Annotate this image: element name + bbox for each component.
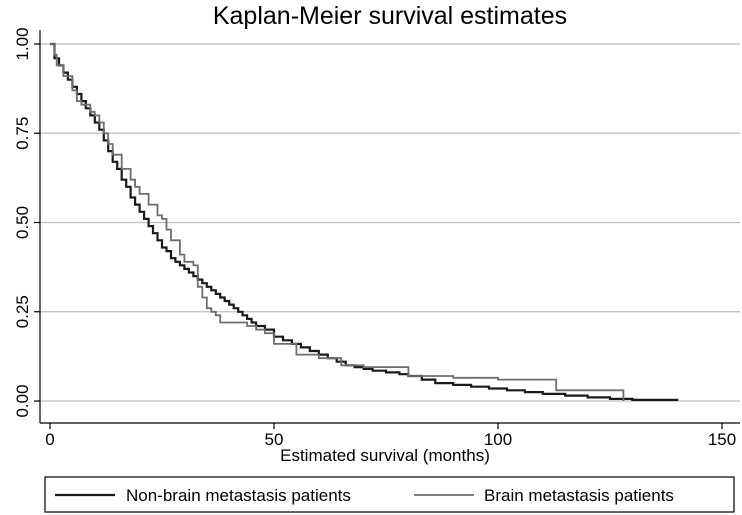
x-tick-label: 50 [265,430,284,449]
gridlines [40,43,740,402]
y-tick-label: 0.50 [13,206,32,239]
series-brain-line [50,43,625,401]
y-axis-ticks: 0.00 0.25 0.50 0.75 1.00 [13,27,40,418]
y-tick-label: 0.25 [13,295,32,328]
legend-box [44,476,735,513]
x-tick-label: 0 [45,430,54,449]
legend-label-brain: Brain metastasis patients [484,486,674,505]
legend-label-non-brain: Non-brain metastasis patients [126,486,351,505]
chart-title: Kaplan-Meier survival estimates [213,2,567,30]
legend: Non-brain metastasis patients Brain meta… [44,476,735,513]
series-layer [50,42,679,401]
y-tick-label: 0.00 [13,384,32,417]
x-tick-label: 100 [484,430,512,449]
y-tick-label: 0.75 [13,117,32,150]
y-tick-label: 1.00 [13,27,32,60]
x-axis-label: Estimated survival (months) [280,446,490,465]
x-axis-ticks: 0 50 100 150 [45,423,736,449]
x-tick-label: 150 [708,430,736,449]
